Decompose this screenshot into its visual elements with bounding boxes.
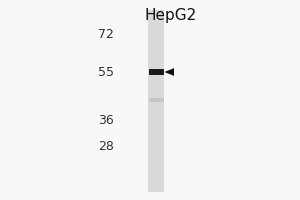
Bar: [148, 10, 164, 192]
Text: 36: 36: [98, 114, 114, 127]
Bar: [148, 69, 164, 75]
Bar: [150, 10, 162, 192]
Bar: [148, 98, 164, 102]
Text: 72: 72: [98, 28, 114, 42]
Text: HepG2: HepG2: [145, 8, 197, 23]
Text: 28: 28: [98, 140, 114, 152]
Polygon shape: [164, 68, 174, 76]
Text: 55: 55: [98, 66, 114, 78]
